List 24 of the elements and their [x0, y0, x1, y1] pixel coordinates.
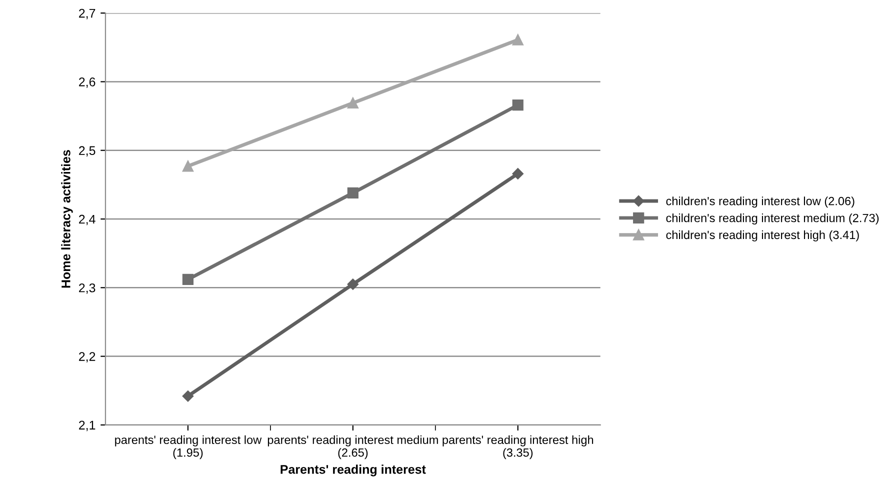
- legend-label: children's reading interest low (2.06): [666, 196, 854, 208]
- point: [347, 278, 359, 290]
- y-tick-label: 2,2: [79, 352, 96, 362]
- legend-label: children's reading interest high (3.41): [666, 230, 859, 242]
- y-tick-label: 2,4: [79, 214, 96, 226]
- point: [512, 34, 524, 46]
- y-tick-label: 2,7: [79, 8, 96, 20]
- point: [512, 168, 524, 180]
- x-axis-title: Parents' reading interest: [280, 464, 426, 476]
- point: [512, 100, 524, 111]
- y-axis-title: Home literacy activities: [61, 150, 73, 288]
- point: [182, 160, 194, 172]
- y-tick-label: 2,1: [79, 420, 96, 432]
- y-tick-label: 2,6: [79, 78, 96, 88]
- x-tick-label: parents' reading interest low (1.95): [115, 435, 262, 460]
- point: [182, 274, 194, 285]
- y-tick-label: 2,3: [79, 283, 96, 294]
- point: [182, 390, 194, 402]
- point: [347, 187, 358, 198]
- x-tick-label: parents' reading interest high (3.35): [442, 435, 594, 460]
- legend-label: children's reading interest medium (2.73): [666, 214, 879, 225]
- point: [347, 97, 358, 109]
- y-tick-label: 2,5: [79, 146, 96, 156]
- x-tick-label: parents' reading interest medium (2.65): [268, 435, 438, 460]
